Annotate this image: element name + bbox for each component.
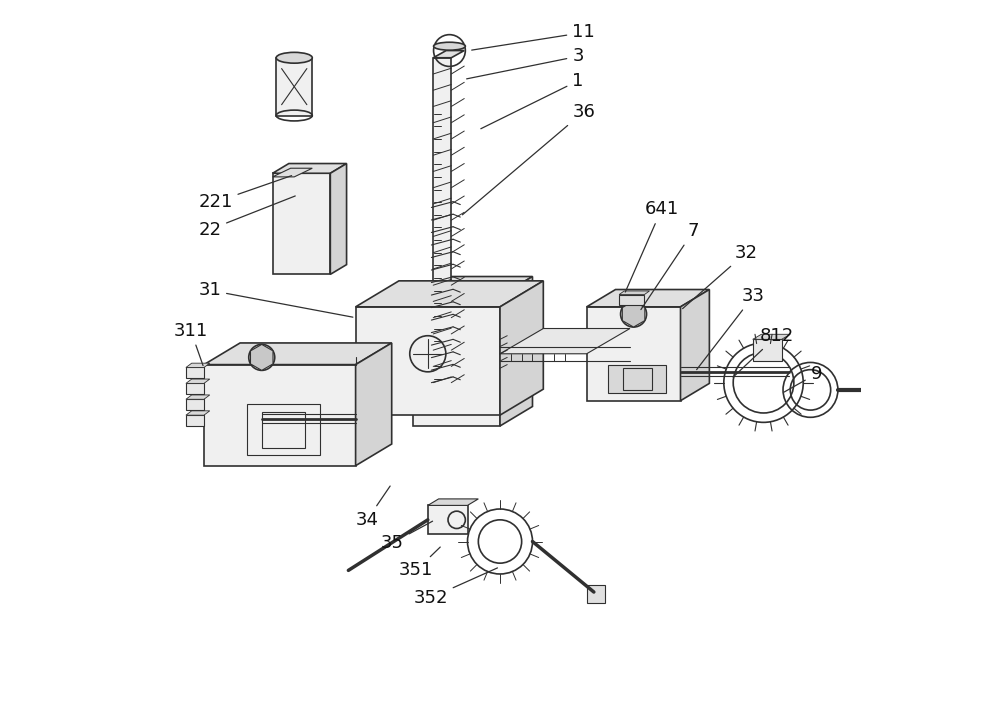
Polygon shape xyxy=(356,307,500,415)
Polygon shape xyxy=(587,290,709,307)
Polygon shape xyxy=(186,379,210,383)
Text: 1: 1 xyxy=(481,72,584,129)
Ellipse shape xyxy=(434,42,465,51)
Text: 311: 311 xyxy=(174,322,208,365)
Polygon shape xyxy=(753,339,782,361)
Polygon shape xyxy=(250,344,273,370)
Polygon shape xyxy=(428,505,468,534)
Text: 221: 221 xyxy=(198,175,292,211)
Polygon shape xyxy=(186,367,204,378)
Polygon shape xyxy=(500,277,532,426)
Text: 11: 11 xyxy=(472,24,595,50)
Bar xyxy=(623,368,652,390)
Text: 3: 3 xyxy=(467,48,584,79)
Text: 9: 9 xyxy=(784,365,822,392)
Polygon shape xyxy=(273,168,312,177)
Polygon shape xyxy=(433,51,464,58)
Polygon shape xyxy=(622,301,645,327)
Polygon shape xyxy=(433,58,451,383)
Text: 33: 33 xyxy=(697,287,765,370)
Ellipse shape xyxy=(276,53,312,63)
Bar xyxy=(247,404,320,455)
Text: 35: 35 xyxy=(381,521,433,552)
Polygon shape xyxy=(680,290,709,401)
Polygon shape xyxy=(356,281,543,307)
Polygon shape xyxy=(204,343,392,365)
Polygon shape xyxy=(186,363,210,367)
Polygon shape xyxy=(413,277,532,296)
Text: 36: 36 xyxy=(462,103,595,215)
Polygon shape xyxy=(273,173,330,274)
Text: 34: 34 xyxy=(356,486,390,529)
Polygon shape xyxy=(587,585,605,603)
Polygon shape xyxy=(330,164,347,274)
Polygon shape xyxy=(356,343,392,466)
Text: 641: 641 xyxy=(625,201,679,292)
Polygon shape xyxy=(413,296,500,426)
Polygon shape xyxy=(587,307,680,401)
Polygon shape xyxy=(619,291,649,295)
Polygon shape xyxy=(500,329,630,354)
Text: 352: 352 xyxy=(413,568,497,606)
Polygon shape xyxy=(186,415,204,426)
Bar xyxy=(262,412,305,448)
Text: 812: 812 xyxy=(733,327,794,377)
Polygon shape xyxy=(428,499,478,505)
Polygon shape xyxy=(186,399,204,410)
Polygon shape xyxy=(608,365,666,393)
Text: 351: 351 xyxy=(399,547,440,579)
Text: 31: 31 xyxy=(198,282,353,317)
Text: 22: 22 xyxy=(198,196,295,238)
Polygon shape xyxy=(619,295,644,305)
Polygon shape xyxy=(186,395,210,399)
Polygon shape xyxy=(273,164,347,173)
Polygon shape xyxy=(865,379,875,401)
Text: 32: 32 xyxy=(683,244,758,308)
Text: 7: 7 xyxy=(641,222,699,310)
Polygon shape xyxy=(186,383,204,394)
Polygon shape xyxy=(186,411,210,415)
Polygon shape xyxy=(753,334,790,339)
Polygon shape xyxy=(500,281,543,415)
Polygon shape xyxy=(204,365,356,466)
Polygon shape xyxy=(276,58,312,116)
